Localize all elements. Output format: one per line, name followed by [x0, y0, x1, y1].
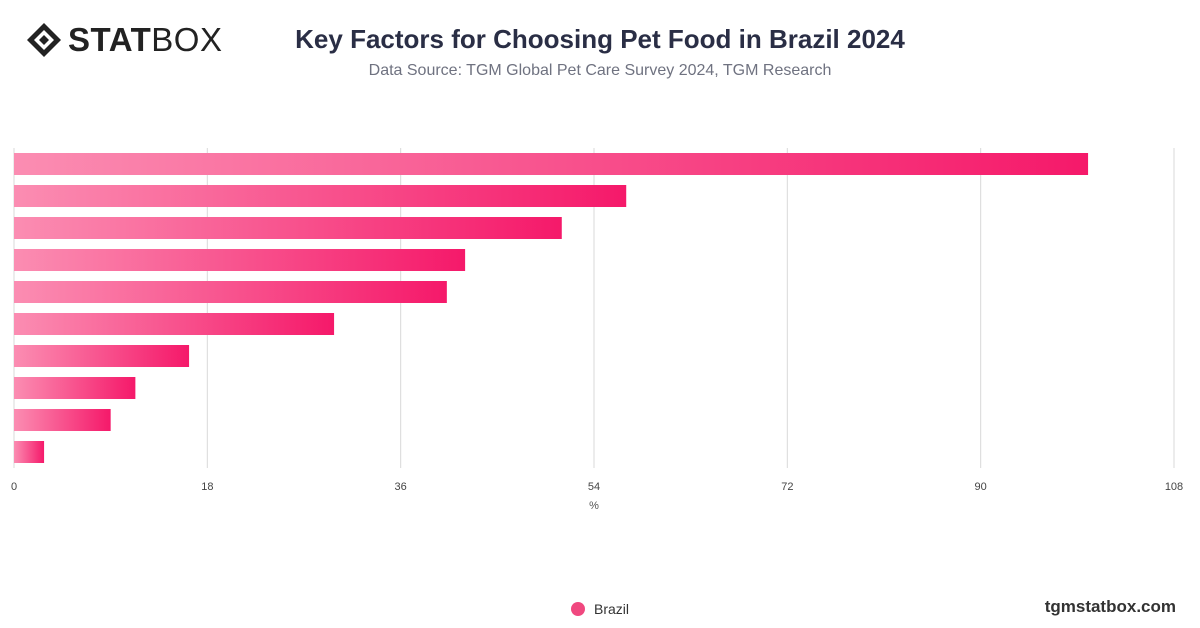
- chart-title: Key Factors for Choosing Pet Food in Bra…: [295, 24, 905, 54]
- logo-text: STATBOX: [68, 22, 222, 58]
- bar-3[interactable]: [14, 217, 562, 239]
- bar-8[interactable]: [14, 377, 136, 399]
- x-tick-label: 54: [588, 481, 600, 493]
- x-axis-label: %: [589, 500, 599, 512]
- statbox-logo: STATBOX: [26, 22, 222, 58]
- logo-text-light: BOX: [151, 21, 223, 58]
- legend-label-brazil: Brazil: [594, 601, 630, 617]
- legend[interactable]: Brazil: [571, 601, 629, 617]
- x-tick-label: 18: [201, 481, 213, 493]
- bar-7[interactable]: [14, 345, 190, 367]
- x-tick-label: 72: [781, 481, 793, 493]
- bar-4[interactable]: [14, 249, 466, 271]
- bar-5[interactable]: [14, 281, 447, 303]
- bar-9[interactable]: [14, 409, 111, 431]
- chart-subtitle: Data Source: TGM Global Pet Care Survey …: [368, 62, 832, 79]
- logo-text-bold: STAT: [68, 21, 152, 58]
- x-tick-label: 108: [1165, 481, 1183, 493]
- bar-1[interactable]: [14, 153, 1089, 175]
- x-tick-label: 90: [975, 481, 987, 493]
- x-tick-label: 36: [395, 481, 407, 493]
- bar-6[interactable]: [14, 313, 335, 335]
- watermark: tgmstatbox.com: [1044, 597, 1176, 616]
- legend-marker-icon: [571, 602, 585, 616]
- logo-diamond-icon: [27, 23, 61, 57]
- bar-10[interactable]: [14, 441, 45, 463]
- x-tick-label: 0: [11, 481, 17, 493]
- bar-2[interactable]: [14, 185, 627, 207]
